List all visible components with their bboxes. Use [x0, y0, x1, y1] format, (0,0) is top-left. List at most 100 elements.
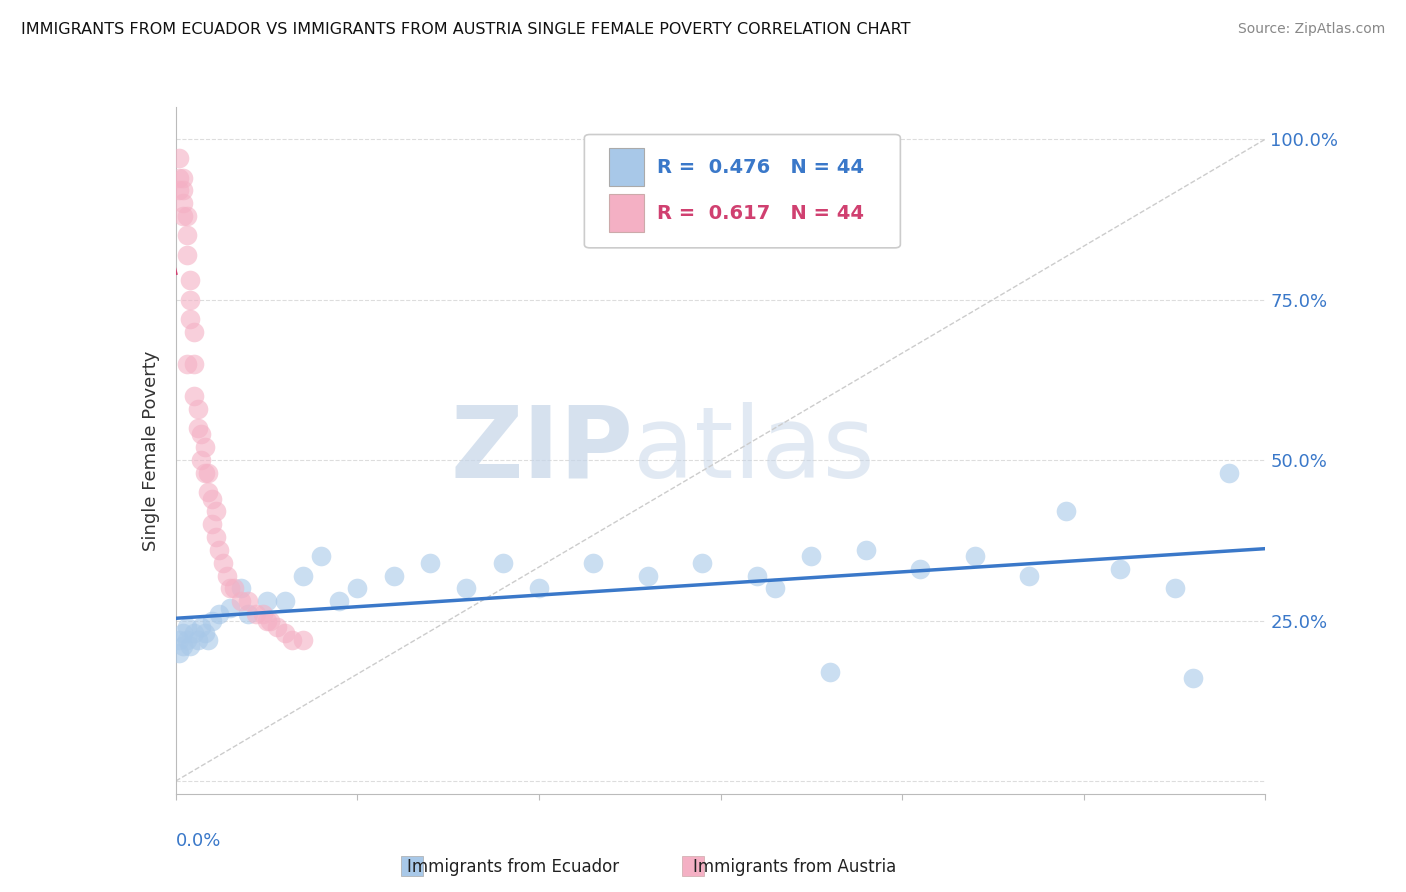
Point: [176, 248, 198, 262]
Point: [763, 582, 786, 596]
Text: atlas: atlas: [633, 402, 875, 499]
Point: [231, 594, 253, 608]
Point: [582, 556, 605, 570]
Point: [169, 646, 191, 660]
Point: [186, 401, 209, 416]
Point: [208, 607, 231, 622]
Point: [527, 582, 550, 596]
Point: [183, 357, 205, 371]
Point: [1018, 568, 1040, 582]
Point: [179, 639, 201, 653]
Text: IMMIGRANTS FROM ECUADOR VS IMMIGRANTS FROM AUSTRIA SINGLE FEMALE POVERTY CORRELA: IMMIGRANTS FROM ECUADOR VS IMMIGRANTS FR…: [21, 22, 911, 37]
Text: 0.0%: 0.0%: [176, 831, 221, 850]
Text: Immigrants from Austria: Immigrants from Austria: [693, 858, 896, 876]
Point: [172, 209, 194, 223]
Bar: [609, 194, 644, 232]
Point: [231, 582, 253, 596]
Point: [259, 614, 281, 628]
Point: [172, 639, 194, 653]
Point: [492, 556, 515, 570]
Point: [291, 568, 314, 582]
Point: [1218, 466, 1240, 480]
Point: [215, 568, 238, 582]
Point: [274, 626, 297, 640]
Point: [291, 632, 314, 647]
Point: [172, 196, 194, 211]
Point: [245, 607, 267, 622]
Point: [197, 485, 219, 500]
Point: [176, 620, 198, 634]
Point: [238, 607, 260, 622]
Point: [963, 549, 986, 564]
Point: [169, 184, 191, 198]
Point: [169, 170, 191, 185]
Point: [201, 491, 224, 506]
Point: [183, 325, 205, 339]
Bar: [401, 856, 423, 876]
Point: [1109, 562, 1132, 576]
Text: ZIP: ZIP: [450, 402, 633, 499]
Point: [281, 632, 304, 647]
Point: [274, 594, 297, 608]
Point: [382, 568, 405, 582]
Point: [179, 311, 201, 326]
Point: [346, 582, 368, 596]
Point: [186, 632, 209, 647]
Point: [219, 600, 242, 615]
Point: [328, 594, 350, 608]
Point: [176, 357, 198, 371]
Point: [692, 556, 714, 570]
Point: [197, 632, 219, 647]
Point: [204, 504, 226, 518]
Point: [179, 293, 201, 307]
Point: [204, 530, 226, 544]
Point: [910, 562, 932, 576]
Bar: [609, 148, 644, 186]
Point: [169, 152, 191, 166]
Point: [855, 543, 877, 558]
Text: Source: ZipAtlas.com: Source: ZipAtlas.com: [1237, 22, 1385, 37]
Point: [172, 626, 194, 640]
Point: [256, 594, 278, 608]
Point: [745, 568, 768, 582]
Point: [637, 568, 659, 582]
Point: [194, 626, 217, 640]
Text: R =  0.617   N = 44: R = 0.617 N = 44: [658, 203, 865, 223]
Point: [172, 184, 194, 198]
Point: [176, 209, 198, 223]
Y-axis label: Single Female Poverty: Single Female Poverty: [142, 351, 160, 550]
Point: [190, 453, 212, 467]
Point: [172, 170, 194, 185]
Point: [1163, 582, 1185, 596]
Point: [190, 427, 212, 442]
Point: [190, 620, 212, 634]
Point: [252, 607, 274, 622]
Point: [183, 626, 205, 640]
Point: [222, 582, 245, 596]
Point: [266, 620, 288, 634]
Point: [208, 543, 231, 558]
Point: [419, 556, 441, 570]
Point: [219, 582, 242, 596]
Point: [183, 389, 205, 403]
Point: [309, 549, 332, 564]
Point: [256, 614, 278, 628]
Point: [201, 517, 224, 532]
Point: [212, 556, 235, 570]
Text: R =  0.476   N = 44: R = 0.476 N = 44: [658, 158, 865, 177]
Point: [818, 665, 841, 679]
Bar: [682, 856, 704, 876]
Text: Immigrants from Ecuador: Immigrants from Ecuador: [408, 858, 619, 876]
Point: [179, 273, 201, 287]
Point: [197, 466, 219, 480]
Point: [194, 440, 217, 454]
Point: [238, 594, 260, 608]
Point: [169, 632, 191, 647]
Point: [456, 582, 478, 596]
Point: [800, 549, 823, 564]
Point: [1054, 504, 1077, 518]
Point: [1181, 671, 1204, 685]
Point: [194, 466, 217, 480]
Point: [201, 614, 224, 628]
Point: [186, 421, 209, 435]
